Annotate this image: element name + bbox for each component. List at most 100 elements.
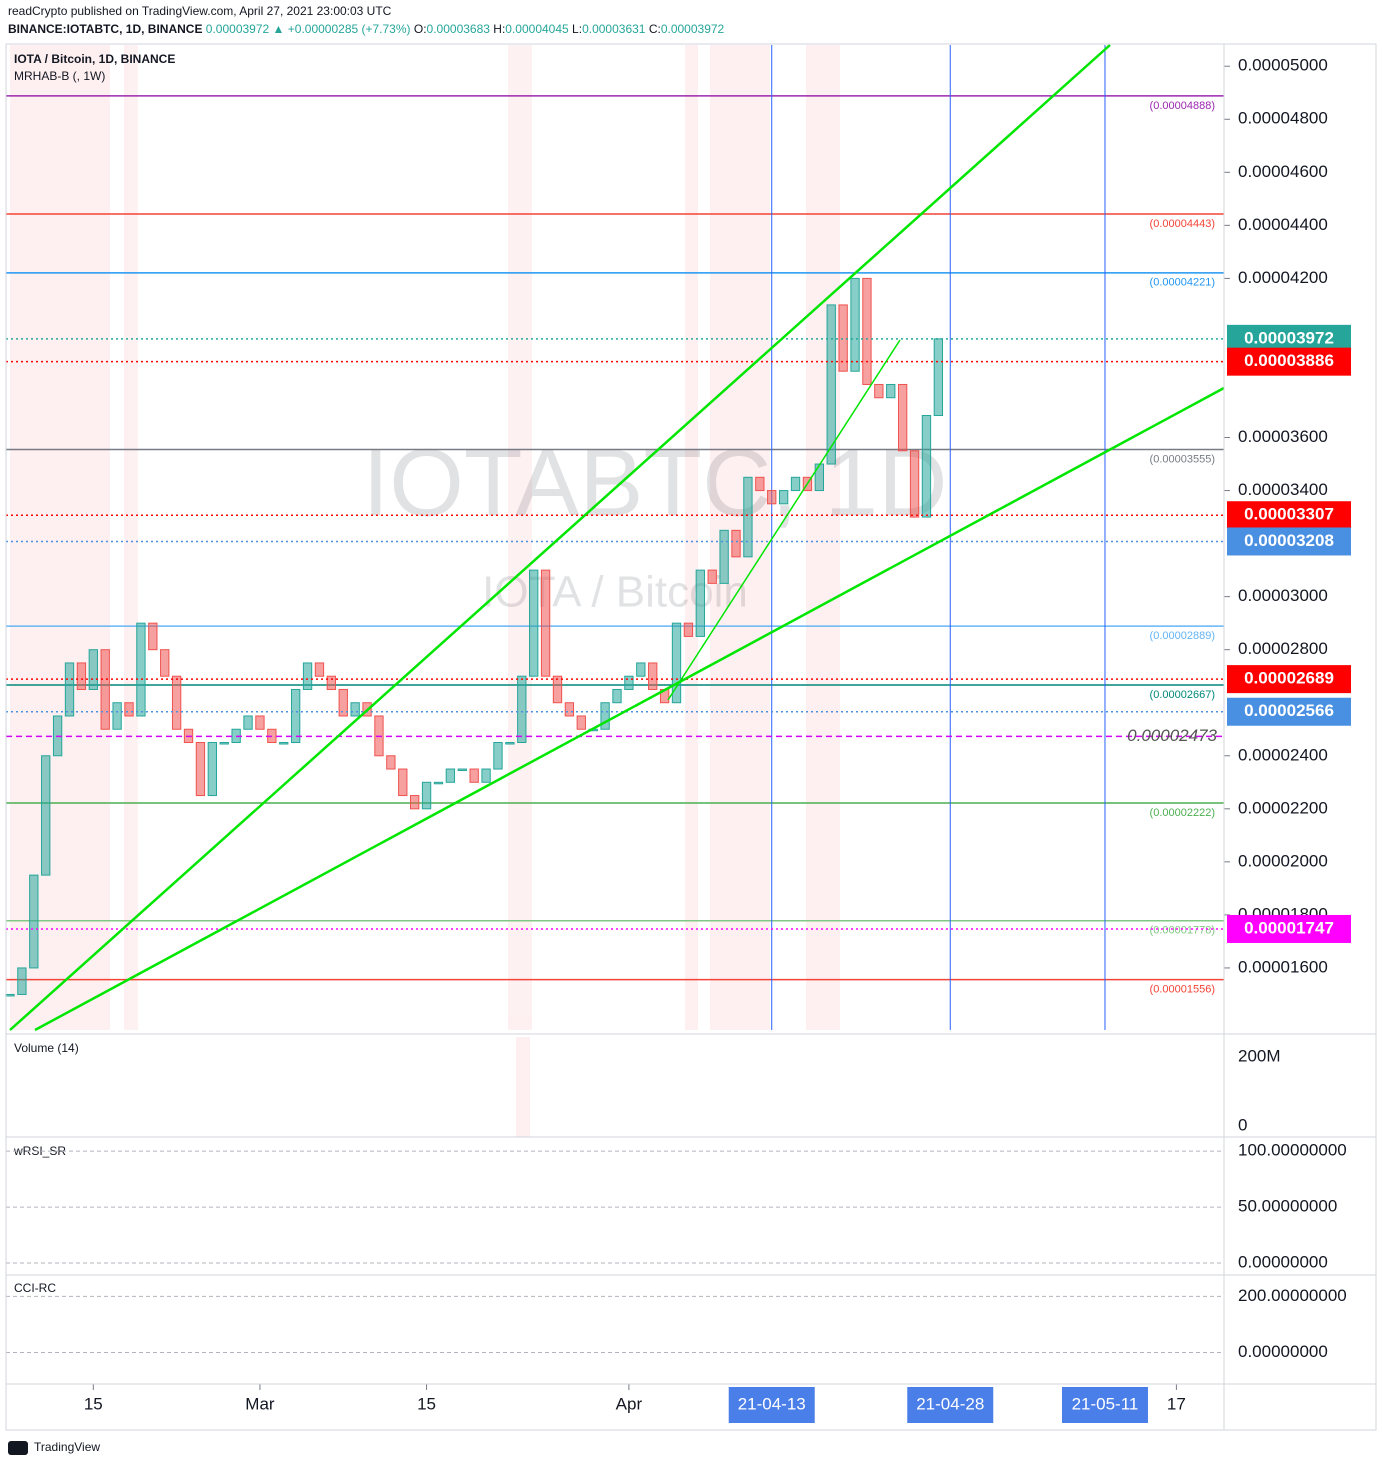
low: 0.00003631 — [582, 22, 646, 36]
candle — [410, 795, 420, 810]
x-tick-label: 15 — [417, 1394, 436, 1413]
candle — [886, 383, 896, 399]
candle — [636, 662, 646, 677]
candle — [5, 993, 15, 997]
y-tick-label: 0.00004600 — [1238, 162, 1328, 181]
candle — [124, 702, 134, 717]
y-tick-label: 0.00002000 — [1238, 851, 1328, 870]
price-tag-label: 0.00003307 — [1244, 505, 1334, 524]
brand: TradingView — [34, 1440, 100, 1454]
x-tick-label: Apr — [616, 1394, 643, 1413]
symbol-line: BINANCE:IOTABTC, 1D, BINANCE 0.00003972 … — [8, 22, 725, 36]
candle — [302, 662, 313, 690]
y-tick-label: 100.00000000 — [1238, 1141, 1347, 1160]
y-tick-label: 0.00000000 — [1238, 1342, 1328, 1361]
candle — [469, 768, 479, 783]
candle — [41, 755, 51, 876]
price-tag — [1227, 527, 1351, 556]
y-tick-label: 200M — [1238, 1046, 1281, 1065]
candle — [255, 715, 265, 730]
pane-title: CCI-RC — [14, 1281, 56, 1295]
candle — [398, 768, 408, 797]
last: 0.00003972 — [206, 22, 270, 36]
candle — [600, 702, 610, 730]
price-tag-label: 0.00001747 — [1244, 918, 1334, 937]
y-tick-label: 0.00003000 — [1238, 586, 1328, 605]
candle — [683, 622, 694, 637]
chart-title: IOTA / Bitcoin, 1D, BINANCE — [14, 52, 175, 66]
x-tick-label: 21-04-13 — [738, 1394, 806, 1413]
y-tick-label: 0.00001600 — [1238, 957, 1328, 976]
candle — [219, 742, 229, 745]
x-tick-box — [1061, 1387, 1148, 1423]
candle — [207, 742, 217, 797]
y-tick-label: 200.00000000 — [1238, 1286, 1347, 1305]
change: ▲ +0.00000285 (+7.73%) — [273, 22, 411, 36]
candle — [838, 304, 848, 372]
candle — [529, 569, 539, 677]
high: 0.00004045 — [505, 22, 569, 36]
candle — [148, 622, 158, 651]
candle — [279, 742, 289, 745]
level-label: (0.00001556) — [1150, 984, 1215, 996]
level-label: (0.00002889) — [1150, 630, 1215, 642]
price-tag-label: 0.00002566 — [1244, 701, 1334, 720]
candle — [171, 675, 182, 730]
candle — [909, 450, 920, 518]
candle — [648, 662, 658, 690]
candle — [933, 338, 944, 417]
x-tick-label: 21-04-28 — [916, 1394, 984, 1413]
candle — [64, 662, 75, 717]
candle — [350, 702, 360, 717]
candle — [850, 277, 860, 372]
candle — [243, 715, 253, 730]
level-label: (0.00004888) — [1150, 100, 1215, 112]
x-tick-label: 21-05-11 — [1072, 1394, 1139, 1413]
publisher: readCrypto published on TradingView.com,… — [8, 4, 392, 18]
logo — [8, 1441, 28, 1455]
x-tick-box — [728, 1387, 815, 1423]
candle — [671, 622, 682, 704]
level-label: (0.00002222) — [1150, 807, 1215, 819]
candle — [136, 622, 146, 717]
candle — [517, 675, 527, 744]
highlight-bands — [10, 45, 840, 1137]
level-label: (0.00001778) — [1150, 925, 1215, 937]
candle — [100, 649, 110, 730]
open: 0.00003683 — [427, 22, 491, 36]
y-tick-label: 0.00005000 — [1238, 56, 1328, 75]
candle — [862, 277, 872, 385]
candle — [112, 702, 122, 730]
price-tag — [1227, 914, 1351, 943]
candle — [17, 967, 27, 995]
y-tick-label: 0.00002800 — [1238, 639, 1328, 658]
candle — [457, 768, 467, 772]
candle — [552, 675, 563, 704]
y-tick-label: 0.00004400 — [1238, 215, 1328, 234]
level-label: (0.00004443) — [1150, 218, 1215, 230]
high-label: H: — [493, 22, 505, 36]
watermark: IOTABTC, 1D — [363, 429, 948, 536]
candle — [755, 476, 765, 492]
y-tick-label: 50.00000000 — [1238, 1197, 1337, 1216]
candle — [576, 715, 586, 730]
level-label: (0.00003555) — [1150, 453, 1215, 465]
candle — [29, 874, 39, 969]
candle — [445, 768, 456, 783]
candle — [195, 742, 206, 797]
candle — [326, 675, 337, 690]
price-tag — [1227, 347, 1351, 376]
candle — [505, 742, 515, 745]
y-tick-label: 0.00002200 — [1238, 798, 1328, 817]
x-tick-box — [907, 1387, 994, 1423]
candle — [790, 476, 801, 492]
candle — [433, 781, 444, 785]
candle — [540, 569, 551, 677]
candle — [826, 304, 836, 465]
price-tag — [1227, 665, 1351, 694]
candle — [707, 569, 717, 584]
y-tick-label: 0.00004200 — [1238, 268, 1328, 287]
candle — [719, 529, 729, 584]
y-tick-label: 0.00003600 — [1238, 427, 1328, 446]
